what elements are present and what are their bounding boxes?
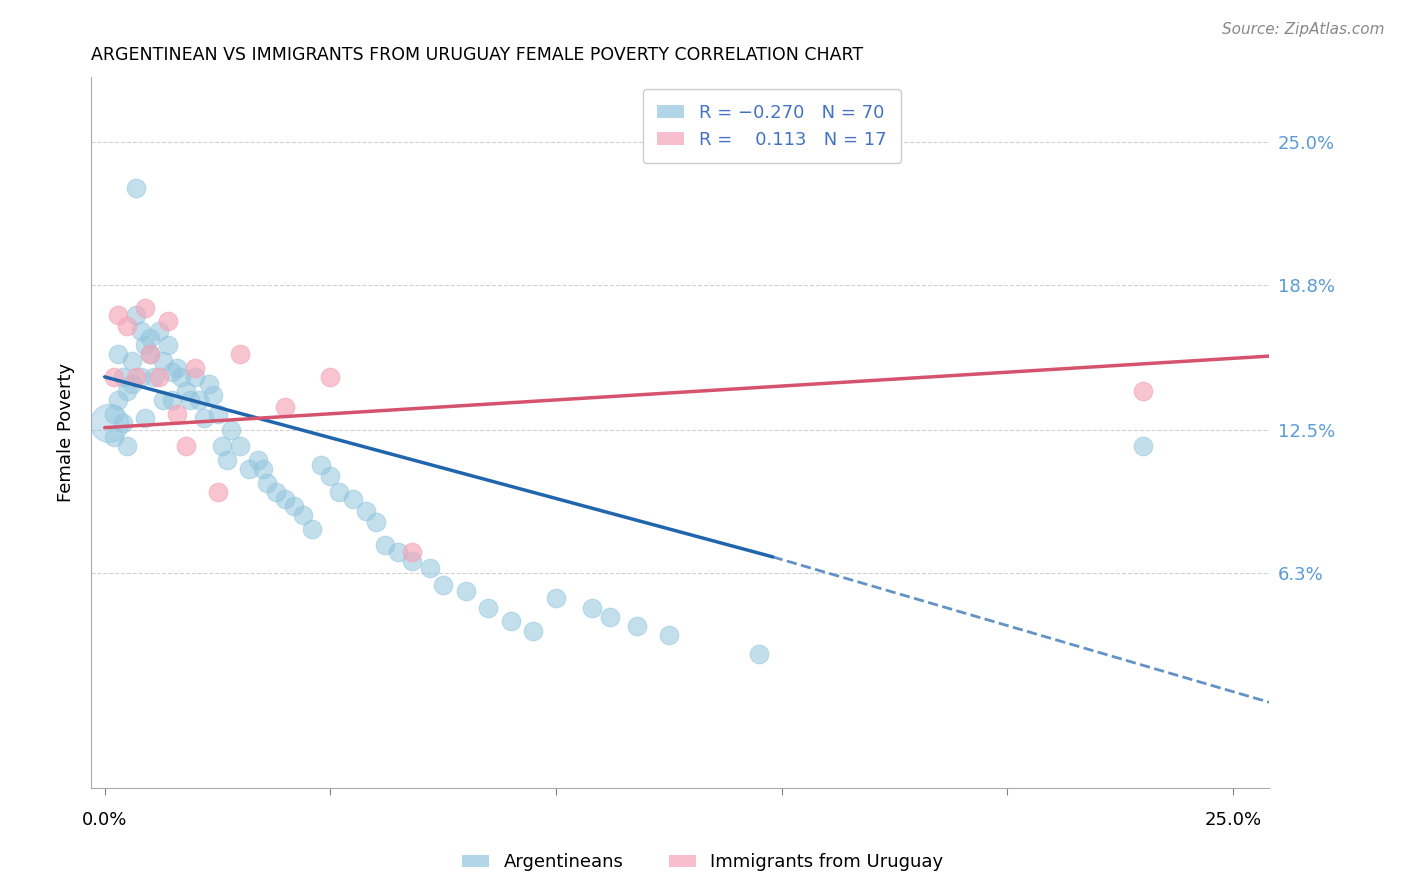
Point: [156, 314, 179, 328]
Point: [107, 392, 129, 407]
Point: [292, 508, 315, 523]
Point: [274, 400, 297, 414]
Point: [219, 423, 242, 437]
Point: [103, 407, 125, 421]
Point: [599, 610, 621, 624]
Point: [748, 647, 770, 661]
Point: [174, 439, 197, 453]
Point: [256, 476, 278, 491]
Point: [134, 411, 156, 425]
Legend: Argentineans, Immigrants from Uruguay: Argentineans, Immigrants from Uruguay: [456, 847, 950, 879]
Text: Source: ZipAtlas.com: Source: ZipAtlas.com: [1222, 22, 1385, 37]
Point: [311, 458, 333, 472]
Point: [134, 337, 156, 351]
Point: [274, 492, 297, 507]
Point: [283, 499, 305, 513]
Point: [229, 439, 252, 453]
Point: [103, 370, 125, 384]
Point: [179, 392, 201, 407]
Point: [152, 392, 174, 407]
Point: [328, 485, 350, 500]
Point: [319, 469, 342, 483]
Point: [252, 462, 274, 476]
Point: [264, 485, 287, 500]
Point: [107, 308, 129, 322]
Point: [238, 462, 260, 476]
Text: 25.0%: 25.0%: [1205, 811, 1261, 829]
Point: [162, 365, 184, 379]
Point: [125, 180, 148, 194]
Point: [401, 545, 423, 559]
Point: [117, 319, 139, 334]
Point: [143, 370, 166, 384]
Point: [125, 370, 148, 384]
Text: ARGENTINEAN VS IMMIGRANTS FROM URUGUAY FEMALE POVERTY CORRELATION CHART: ARGENTINEAN VS IMMIGRANTS FROM URUGUAY F…: [91, 46, 863, 64]
Point: [1132, 384, 1154, 398]
Point: [98, 416, 121, 430]
Point: [247, 453, 270, 467]
Point: [134, 301, 156, 315]
Point: [117, 384, 139, 398]
Point: [111, 370, 134, 384]
Y-axis label: Female Poverty: Female Poverty: [58, 363, 75, 502]
Point: [129, 324, 152, 338]
Point: [215, 453, 238, 467]
Point: [342, 492, 364, 507]
Point: [477, 600, 499, 615]
Point: [156, 337, 179, 351]
Point: [129, 370, 152, 384]
Point: [148, 324, 170, 338]
Point: [184, 370, 207, 384]
Point: [401, 554, 423, 568]
Point: [166, 407, 188, 421]
Point: [139, 347, 162, 361]
Point: [387, 545, 409, 559]
Point: [111, 416, 134, 430]
Point: [148, 370, 170, 384]
Point: [432, 577, 454, 591]
Point: [152, 353, 174, 368]
Point: [454, 584, 477, 599]
Point: [139, 331, 162, 345]
Point: [202, 388, 225, 402]
Point: [166, 360, 188, 375]
Point: [373, 538, 395, 552]
Point: [139, 347, 162, 361]
Point: [364, 515, 387, 529]
Point: [207, 407, 229, 421]
Point: [499, 615, 522, 629]
Point: [301, 522, 323, 536]
Point: [197, 376, 219, 391]
Point: [544, 591, 567, 606]
Point: [125, 308, 148, 322]
Point: [229, 347, 252, 361]
Point: [121, 353, 143, 368]
Point: [170, 370, 193, 384]
Point: [107, 347, 129, 361]
Point: [319, 370, 342, 384]
Point: [581, 600, 603, 615]
Text: 0.0%: 0.0%: [82, 811, 128, 829]
Point: [1132, 439, 1154, 453]
Point: [207, 485, 229, 500]
Point: [103, 430, 125, 444]
Point: [626, 619, 648, 633]
Point: [658, 628, 681, 642]
Point: [121, 376, 143, 391]
Point: [162, 392, 184, 407]
Point: [193, 411, 215, 425]
Point: [188, 392, 211, 407]
Point: [522, 624, 544, 638]
Legend: R = −0.270   N = 70, R =    0.113   N = 17: R = −0.270 N = 70, R = 0.113 N = 17: [643, 89, 901, 163]
Point: [211, 439, 233, 453]
Point: [356, 504, 378, 518]
Point: [117, 439, 139, 453]
Point: [419, 561, 441, 575]
Point: [174, 384, 197, 398]
Point: [184, 360, 207, 375]
